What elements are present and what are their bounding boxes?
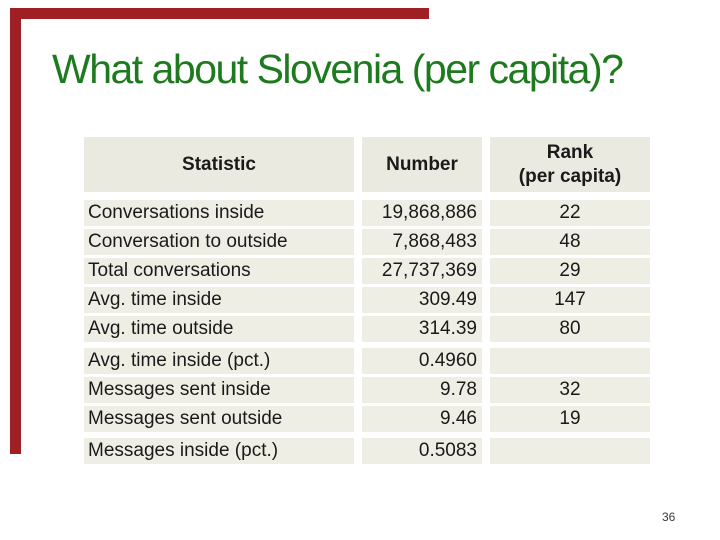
column-header-number: Number bbox=[362, 137, 482, 192]
cell-number: 7,868,483 bbox=[362, 229, 482, 255]
table-body: Conversations inside 19,868,886 22 Conve… bbox=[84, 200, 650, 464]
column-header-statistic: Statistic bbox=[84, 137, 354, 192]
cell-rank: 147 bbox=[490, 287, 650, 313]
cell-statistic: Total conversations bbox=[84, 258, 354, 284]
cell-number: 0.4960 bbox=[362, 348, 482, 374]
cell-statistic: Messages sent inside bbox=[84, 377, 354, 403]
cell-number: 0.5083 bbox=[362, 438, 482, 464]
cell-rank: 19 bbox=[490, 406, 650, 432]
table-row: Total conversations 27,737,369 29 bbox=[84, 258, 650, 284]
table-row: Avg. time outside 314.39 80 bbox=[84, 316, 650, 342]
cell-number: 19,868,886 bbox=[362, 200, 482, 226]
cell-number: 309.49 bbox=[362, 287, 482, 313]
cell-number: 9.46 bbox=[362, 406, 482, 432]
cell-statistic: Conversations inside bbox=[84, 200, 354, 226]
table-row: Avg. time inside (pct.) 0.4960 bbox=[84, 348, 650, 374]
table-row: Avg. time inside 309.49 147 bbox=[84, 287, 650, 313]
cell-number: 9.78 bbox=[362, 377, 482, 403]
cell-number: 314.39 bbox=[362, 316, 482, 342]
cell-rank: 48 bbox=[490, 229, 650, 255]
page-number: 36 bbox=[662, 510, 676, 524]
accent-bar-vertical bbox=[10, 8, 21, 454]
table-row: Conversation to outside 7,868,483 48 bbox=[84, 229, 650, 255]
column-header-rank: Rank (per capita) bbox=[490, 137, 650, 192]
table-row: Conversations inside 19,868,886 22 bbox=[84, 200, 650, 226]
accent-bar-horizontal bbox=[10, 8, 429, 19]
slide-title: What about Slovenia (per capita)? bbox=[52, 46, 624, 92]
cell-statistic: Avg. time outside bbox=[84, 316, 354, 342]
table-row: Messages sent outside 9.46 19 bbox=[84, 406, 650, 432]
rank-header-line1: Rank bbox=[546, 141, 594, 163]
cell-rank bbox=[490, 438, 650, 464]
cell-rank: 32 bbox=[490, 377, 650, 403]
cell-rank: 22 bbox=[490, 200, 650, 226]
table-header-row: Statistic Number Rank (per capita) bbox=[84, 137, 650, 192]
statistics-table: Statistic Number Rank (per capita) Conve… bbox=[84, 137, 650, 467]
rank-header-line2: (per capita) bbox=[518, 165, 622, 187]
table-row: Messages sent inside 9.78 32 bbox=[84, 377, 650, 403]
cell-statistic: Avg. time inside (pct.) bbox=[84, 348, 354, 374]
cell-rank: 80 bbox=[490, 316, 650, 342]
table-row: Messages inside (pct.) 0.5083 bbox=[84, 438, 650, 464]
cell-rank: 29 bbox=[490, 258, 650, 284]
cell-statistic: Messages inside (pct.) bbox=[84, 438, 354, 464]
cell-statistic: Conversation to outside bbox=[84, 229, 354, 255]
cell-statistic: Avg. time inside bbox=[84, 287, 354, 313]
cell-rank bbox=[490, 348, 650, 374]
cell-statistic: Messages sent outside bbox=[84, 406, 354, 432]
cell-number: 27,737,369 bbox=[362, 258, 482, 284]
